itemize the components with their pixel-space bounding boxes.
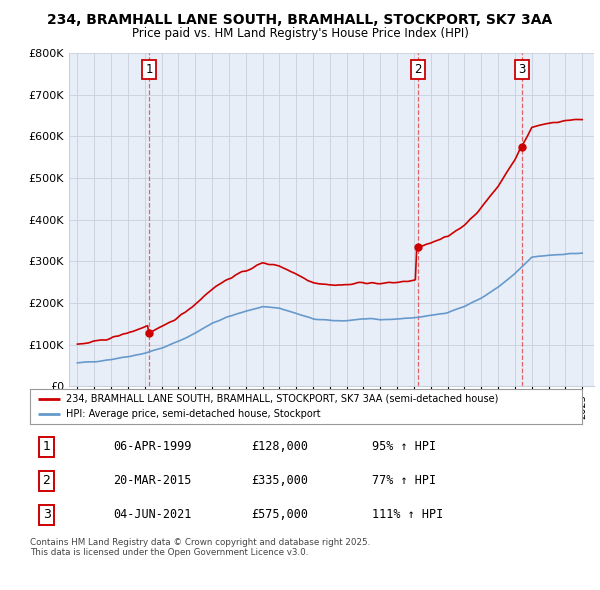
- Text: 20-MAR-2015: 20-MAR-2015: [113, 474, 191, 487]
- Text: £128,000: £128,000: [251, 440, 308, 453]
- Text: 3: 3: [518, 63, 526, 76]
- Text: £335,000: £335,000: [251, 474, 308, 487]
- Text: 06-APR-1999: 06-APR-1999: [113, 440, 191, 453]
- Text: 2: 2: [414, 63, 421, 76]
- Text: 95% ↑ HPI: 95% ↑ HPI: [372, 440, 436, 453]
- Text: Contains HM Land Registry data © Crown copyright and database right 2025.
This d: Contains HM Land Registry data © Crown c…: [30, 538, 370, 558]
- Text: 04-JUN-2021: 04-JUN-2021: [113, 509, 191, 522]
- Text: HPI: Average price, semi-detached house, Stockport: HPI: Average price, semi-detached house,…: [66, 409, 320, 419]
- Text: 77% ↑ HPI: 77% ↑ HPI: [372, 474, 436, 487]
- Text: 3: 3: [43, 509, 50, 522]
- Text: 234, BRAMHALL LANE SOUTH, BRAMHALL, STOCKPORT, SK7 3AA (semi-detached house): 234, BRAMHALL LANE SOUTH, BRAMHALL, STOC…: [66, 394, 498, 404]
- Text: 111% ↑ HPI: 111% ↑ HPI: [372, 509, 443, 522]
- Text: 1: 1: [146, 63, 153, 76]
- Text: 2: 2: [43, 474, 50, 487]
- Text: 1: 1: [43, 440, 50, 453]
- Text: Price paid vs. HM Land Registry's House Price Index (HPI): Price paid vs. HM Land Registry's House …: [131, 27, 469, 40]
- Text: £575,000: £575,000: [251, 509, 308, 522]
- Text: 234, BRAMHALL LANE SOUTH, BRAMHALL, STOCKPORT, SK7 3AA: 234, BRAMHALL LANE SOUTH, BRAMHALL, STOC…: [47, 13, 553, 27]
